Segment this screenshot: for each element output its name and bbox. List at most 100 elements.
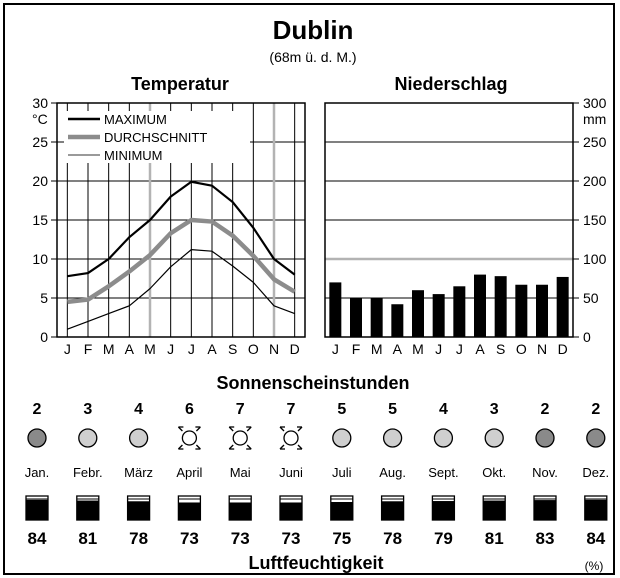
legend-label-avg: DURCHSCHNITT <box>104 130 207 145</box>
precipitation-month-label: M <box>412 341 424 357</box>
sunshine-hours-label: 5 <box>337 401 346 418</box>
temperature-tick-label: 25 <box>32 134 48 150</box>
precipitation-month-label: F <box>352 341 361 357</box>
temperature-month-label: M <box>103 341 115 357</box>
humidity-gauge-icon <box>279 495 303 521</box>
precipitation-month-label: J <box>456 341 463 357</box>
sun-rays-icon <box>177 426 201 450</box>
month-names-row: Jan. Febr. März April Mai Juni Juli Aug. Sept. Ok… <box>25 465 609 480</box>
sun-circle-icon <box>433 428 454 448</box>
humidity-gauge-icon <box>482 495 506 521</box>
temperature-line-max <box>67 180 296 278</box>
precipitation-month-label: N <box>537 341 547 357</box>
humidity-gauge-icon <box>584 495 608 521</box>
temperature-tick-label: 0 <box>40 329 48 345</box>
temperature-month-label: S <box>228 341 237 357</box>
humidity-gauge-icon <box>431 495 456 521</box>
humidity-row: 84 81 78 73 73 73 75 78 79 81 83 84 <box>25 495 608 548</box>
humidity-value: 81 <box>78 529 97 548</box>
sunshine-hours-label: 6 <box>185 401 194 418</box>
month-name: Aug. <box>379 465 406 480</box>
temperature-tick-label: 20 <box>32 173 48 189</box>
temperature-unit: °C <box>32 111 48 127</box>
sunshine-hours-label: 2 <box>541 401 550 418</box>
temperature-line-avg <box>67 217 296 305</box>
temperature-month-label: M <box>144 341 156 357</box>
temperature-month-label: A <box>125 341 135 357</box>
precipitation-unit: mm <box>583 111 606 127</box>
precipitation-bar <box>412 290 424 337</box>
temperature-month-label: F <box>84 341 93 357</box>
temperature-month-label: J <box>188 341 195 357</box>
humidity-title: Luftfeuchtigkeit <box>249 553 384 573</box>
humidity-value: 81 <box>485 529 504 548</box>
sunshine-hours-label: 3 <box>490 401 499 418</box>
precipitation-month-label: S <box>496 341 505 357</box>
month-name: Mai <box>230 465 251 480</box>
temperature-y-ticks: 0 5 10 15 20 25 30 <box>32 95 57 345</box>
temperature-month-label: N <box>269 341 279 357</box>
humidity-gauge-icon <box>380 495 405 521</box>
humidity-value: 73 <box>180 529 199 548</box>
humidity-value: 73 <box>282 529 301 548</box>
sunshine-hours-label: 2 <box>33 401 42 418</box>
temperature-month-label: D <box>290 341 300 357</box>
humidity-value: 78 <box>129 529 148 548</box>
month-name: Nov. <box>532 465 558 480</box>
temperature-series <box>67 180 296 330</box>
month-name: Juni <box>279 465 303 480</box>
precipitation-bars <box>329 274 569 337</box>
humidity-value: 83 <box>536 529 555 548</box>
precipitation-month-label: J <box>332 341 339 357</box>
humidity-value: 79 <box>434 529 453 548</box>
precipitation-bar <box>536 284 548 337</box>
month-name: Okt. <box>482 465 506 480</box>
sun-rays-icon <box>228 426 252 450</box>
sunshine-title: Sonnenscheinstunden <box>216 373 409 393</box>
temperature-month-label: A <box>207 341 217 357</box>
precipitation-tick-label: 300 <box>583 95 607 111</box>
sun-circle-icon <box>128 428 149 448</box>
precipitation-title: Niederschlag <box>394 74 507 94</box>
humidity-gauge-icon <box>177 495 202 521</box>
precipitation-month-label: M <box>371 341 383 357</box>
month-name: April <box>176 465 202 480</box>
temperature-legend: MAXIMUM DURCHSCHNITT MINIMUM <box>64 111 250 163</box>
legend-label-max: MAXIMUM <box>104 112 167 127</box>
sun-circle-icon <box>332 428 352 448</box>
precipitation-bar <box>556 276 569 337</box>
sunshine-hours-label: 4 <box>439 401 448 418</box>
precipitation-bar <box>329 282 342 337</box>
month-name: Jan. <box>25 465 50 480</box>
humidity-gauge-icon <box>330 495 354 521</box>
elevation-subtitle: (68m ü. d. M.) <box>269 49 356 65</box>
humidity-gauge-icon <box>228 495 252 521</box>
legend-label-min: MINIMUM <box>104 148 163 163</box>
humidity-value: 84 <box>586 529 605 548</box>
precipitation-grid <box>325 102 573 338</box>
sun-circle-icon <box>586 428 606 448</box>
temperature-line-min <box>67 249 295 330</box>
month-name: März <box>124 465 153 480</box>
precipitation-bar <box>474 274 486 337</box>
sun-circle-icon <box>382 428 403 448</box>
sun-circle-icon <box>484 428 504 448</box>
humidity-value: 73 <box>231 529 250 548</box>
precipitation-tick-label: 100 <box>583 251 607 267</box>
sunshine-hours-label: 4 <box>134 401 143 418</box>
sun-circle-icon <box>27 428 47 448</box>
precipitation-bar <box>494 276 507 337</box>
month-name: Sept. <box>428 465 458 480</box>
precipitation-bar <box>515 284 528 337</box>
precipitation-bar <box>391 304 404 337</box>
humidity-gauge-icon <box>126 495 151 521</box>
sunshine-hours-label: 7 <box>236 401 245 418</box>
sunshine-hours-label: 7 <box>287 401 296 418</box>
precipitation-bar <box>370 298 383 337</box>
precipitation-month-label: O <box>516 341 527 357</box>
humidity-value: 78 <box>383 529 402 548</box>
sunshine-hours-label: 5 <box>388 401 397 418</box>
precipitation-tick-label: 50 <box>583 290 599 306</box>
